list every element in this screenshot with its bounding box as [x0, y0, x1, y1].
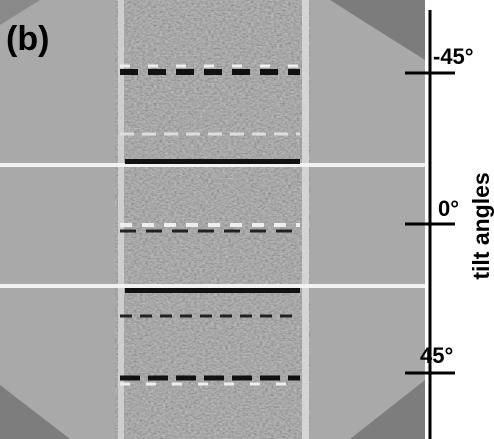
tick-label: 0° [438, 196, 459, 221]
tick-label: -45° [433, 44, 474, 69]
tick-label: 45° [420, 343, 453, 368]
sinogram-image [0, 0, 425, 439]
axis-label: tilt angles [468, 172, 494, 279]
panel-label: (b) [6, 20, 49, 58]
